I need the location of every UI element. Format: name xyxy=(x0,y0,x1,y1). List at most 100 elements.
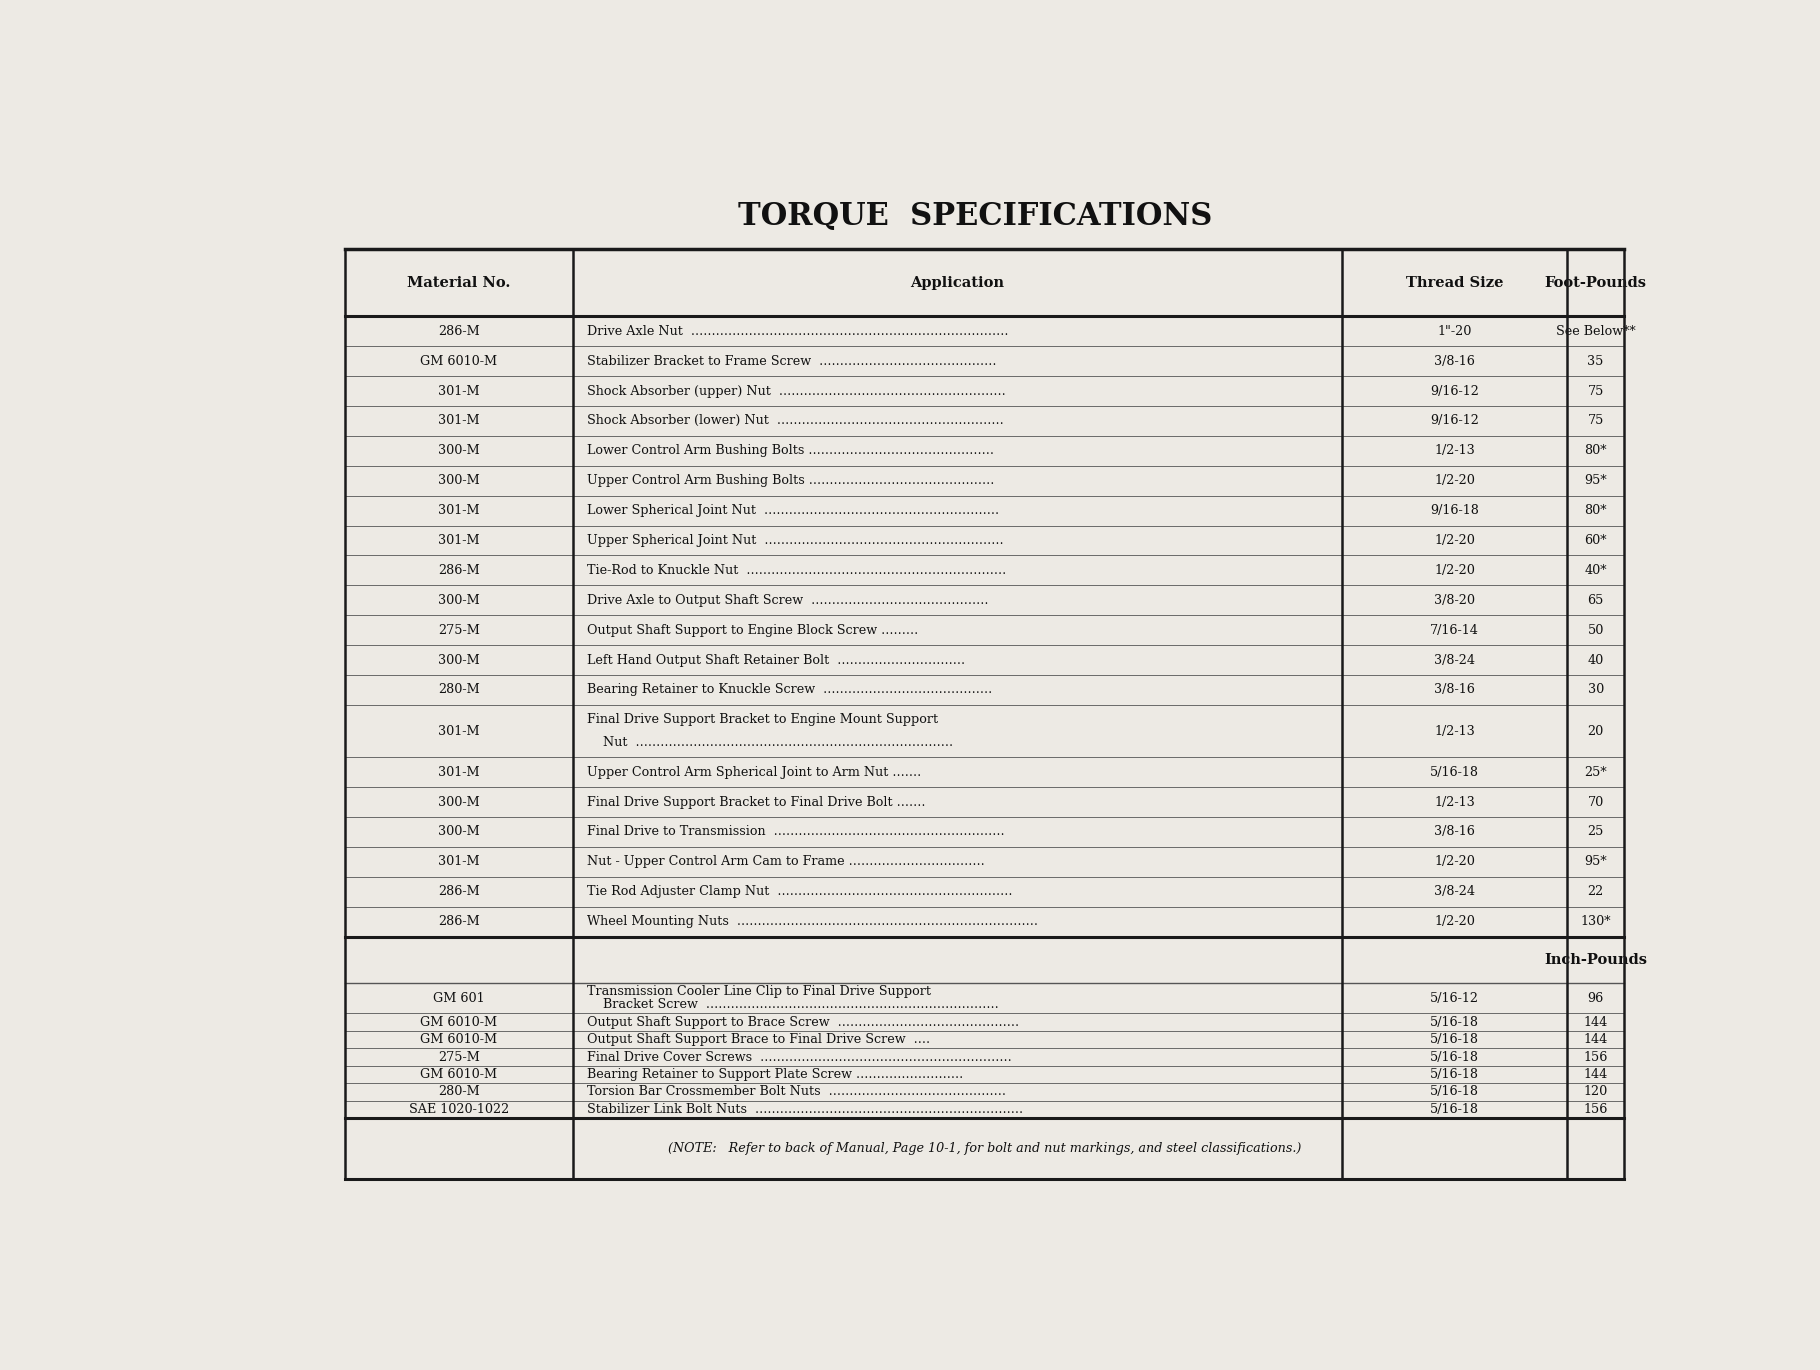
Text: 9/16-18: 9/16-18 xyxy=(1431,504,1480,516)
Text: Output Shaft Support Brace to Final Drive Screw  ....: Output Shaft Support Brace to Final Driv… xyxy=(588,1033,930,1047)
Text: 22: 22 xyxy=(1587,885,1603,899)
Text: 1/2-20: 1/2-20 xyxy=(1434,534,1474,547)
Text: Output Shaft Support to Brace Screw  ...........................................: Output Shaft Support to Brace Screw ....… xyxy=(588,1015,1019,1029)
Text: Left Hand Output Shaft Retainer Bolt  ...............................: Left Hand Output Shaft Retainer Bolt ...… xyxy=(588,653,965,667)
Text: 1/2-13: 1/2-13 xyxy=(1434,444,1474,458)
Text: Upper Spherical Joint Nut  .....................................................: Upper Spherical Joint Nut ..............… xyxy=(588,534,1005,547)
Text: 301-M: 301-M xyxy=(439,385,480,397)
Text: GM 6010-M: GM 6010-M xyxy=(420,1069,497,1081)
Text: Tie Rod Adjuster Clamp Nut  ....................................................: Tie Rod Adjuster Clamp Nut .............… xyxy=(588,885,1012,899)
Text: 95*: 95* xyxy=(1585,474,1607,488)
Text: Foot-Pounds: Foot-Pounds xyxy=(1545,275,1647,289)
Text: 3/8-16: 3/8-16 xyxy=(1434,355,1474,367)
Text: GM 6010-M: GM 6010-M xyxy=(420,1015,497,1029)
Text: Bearing Retainer to Knuckle Screw  .........................................: Bearing Retainer to Knuckle Screw ......… xyxy=(588,684,992,696)
Text: 1"-20: 1"-20 xyxy=(1438,325,1472,338)
Text: 275-M: 275-M xyxy=(439,623,480,637)
Text: 65: 65 xyxy=(1587,593,1603,607)
Text: Inch-Pounds: Inch-Pounds xyxy=(1543,952,1647,967)
Text: 75: 75 xyxy=(1587,385,1603,397)
Text: SAE 1020-1022: SAE 1020-1022 xyxy=(410,1103,510,1115)
Text: 286-M: 286-M xyxy=(439,915,480,927)
Text: 3/8-16: 3/8-16 xyxy=(1434,826,1474,838)
Text: 301-M: 301-M xyxy=(439,766,480,778)
Text: 60*: 60* xyxy=(1585,534,1607,547)
Text: 5/16-18: 5/16-18 xyxy=(1431,1015,1480,1029)
Text: See Below**: See Below** xyxy=(1556,325,1636,338)
Text: 5/16-18: 5/16-18 xyxy=(1431,766,1480,778)
Text: Upper Control Arm Spherical Joint to Arm Nut .......: Upper Control Arm Spherical Joint to Arm… xyxy=(588,766,921,778)
Text: Drive Axle to Output Shaft Screw  ...........................................: Drive Axle to Output Shaft Screw .......… xyxy=(588,593,988,607)
Text: GM 6010-M: GM 6010-M xyxy=(420,355,497,367)
Text: 301-M: 301-M xyxy=(439,415,480,427)
Text: 5/16-18: 5/16-18 xyxy=(1431,1103,1480,1115)
Text: 300-M: 300-M xyxy=(439,474,480,488)
Text: 144: 144 xyxy=(1583,1015,1607,1029)
Text: Application: Application xyxy=(910,275,1005,289)
Text: 1/2-13: 1/2-13 xyxy=(1434,725,1474,737)
Text: Lower Control Arm Bushing Bolts .............................................: Lower Control Arm Bushing Bolts ........… xyxy=(588,444,994,458)
Text: 9/16-12: 9/16-12 xyxy=(1431,385,1480,397)
Text: 50: 50 xyxy=(1587,623,1603,637)
Text: 7/16-14: 7/16-14 xyxy=(1431,623,1480,637)
Text: 95*: 95* xyxy=(1585,855,1607,869)
Text: 130*: 130* xyxy=(1580,915,1611,927)
Text: 156: 156 xyxy=(1583,1103,1607,1115)
Text: 144: 144 xyxy=(1583,1033,1607,1047)
Text: 75: 75 xyxy=(1587,415,1603,427)
Text: 286-M: 286-M xyxy=(439,564,480,577)
Text: 5/16-18: 5/16-18 xyxy=(1431,1069,1480,1081)
Text: 120: 120 xyxy=(1583,1085,1607,1099)
Text: Nut  ...........................................................................: Nut ....................................… xyxy=(588,736,954,749)
Text: Final Drive to Transmission  ...................................................: Final Drive to Transmission ............… xyxy=(588,826,1005,838)
Text: (NOTE:   Refer to back of Manual, Page 10-1, for bolt and nut markings, and stee: (NOTE: Refer to back of Manual, Page 10-… xyxy=(668,1143,1301,1155)
Text: 5/16-18: 5/16-18 xyxy=(1431,1085,1480,1099)
Text: 300-M: 300-M xyxy=(439,826,480,838)
Text: 3/8-16: 3/8-16 xyxy=(1434,684,1474,696)
Text: 280-M: 280-M xyxy=(439,1085,480,1099)
Text: Nut - Upper Control Arm Cam to Frame .................................: Nut - Upper Control Arm Cam to Frame ...… xyxy=(588,855,985,869)
Text: 144: 144 xyxy=(1583,1069,1607,1081)
Text: 35: 35 xyxy=(1587,355,1603,367)
Text: 300-M: 300-M xyxy=(439,593,480,607)
Text: 80*: 80* xyxy=(1585,504,1607,516)
Text: 301-M: 301-M xyxy=(439,534,480,547)
Text: 280-M: 280-M xyxy=(439,684,480,696)
Text: 5/16-18: 5/16-18 xyxy=(1431,1033,1480,1047)
Text: Final Drive Support Bracket to Final Drive Bolt .......: Final Drive Support Bracket to Final Dri… xyxy=(588,796,926,808)
Text: 1/2-20: 1/2-20 xyxy=(1434,474,1474,488)
Text: GM 6010-M: GM 6010-M xyxy=(420,1033,497,1047)
Text: 40*: 40* xyxy=(1585,564,1607,577)
Text: 40: 40 xyxy=(1587,653,1603,667)
Text: 275-M: 275-M xyxy=(439,1051,480,1063)
Text: 20: 20 xyxy=(1587,725,1603,737)
Text: 25*: 25* xyxy=(1585,766,1607,778)
Text: 30: 30 xyxy=(1587,684,1603,696)
Text: Upper Control Arm Bushing Bolts .............................................: Upper Control Arm Bushing Bolts ........… xyxy=(588,474,994,488)
Text: 286-M: 286-M xyxy=(439,325,480,338)
Text: 301-M: 301-M xyxy=(439,504,480,516)
Text: 3/8-24: 3/8-24 xyxy=(1434,885,1476,899)
Text: Bracket Screw  .................................................................: Bracket Screw ..........................… xyxy=(588,999,999,1011)
Text: Stabilizer Link Bolt Nuts  .....................................................: Stabilizer Link Bolt Nuts ..............… xyxy=(588,1103,1023,1115)
Text: Wheel Mounting Nuts  ...........................................................: Wheel Mounting Nuts ....................… xyxy=(588,915,1037,927)
Text: 9/16-12: 9/16-12 xyxy=(1431,415,1480,427)
Text: 286-M: 286-M xyxy=(439,885,480,899)
Text: Output Shaft Support to Engine Block Screw .........: Output Shaft Support to Engine Block Scr… xyxy=(588,623,919,637)
Text: Shock Absorber (upper) Nut  ....................................................: Shock Absorber (upper) Nut .............… xyxy=(588,385,1006,397)
Text: 80*: 80* xyxy=(1585,444,1607,458)
Text: Lower Spherical Joint Nut  .....................................................: Lower Spherical Joint Nut ..............… xyxy=(588,504,999,516)
Text: Transmission Cooler Line Clip to Final Drive Support: Transmission Cooler Line Clip to Final D… xyxy=(588,985,932,997)
Text: 1/2-20: 1/2-20 xyxy=(1434,855,1474,869)
Text: Final Drive Support Bracket to Engine Mount Support: Final Drive Support Bracket to Engine Mo… xyxy=(588,712,939,726)
Text: Drive Axle Nut  ................................................................: Drive Axle Nut .........................… xyxy=(588,325,1008,338)
Text: Bearing Retainer to Support Plate Screw ..........................: Bearing Retainer to Support Plate Screw … xyxy=(588,1069,963,1081)
Text: Final Drive Cover Screws  ......................................................: Final Drive Cover Screws ...............… xyxy=(588,1051,1012,1063)
Text: 3/8-20: 3/8-20 xyxy=(1434,593,1476,607)
Text: Thread Size: Thread Size xyxy=(1405,275,1503,289)
Text: 96: 96 xyxy=(1587,992,1603,1004)
Text: 156: 156 xyxy=(1583,1051,1607,1063)
Text: 3/8-24: 3/8-24 xyxy=(1434,653,1476,667)
Text: 301-M: 301-M xyxy=(439,725,480,737)
Text: 301-M: 301-M xyxy=(439,855,480,869)
